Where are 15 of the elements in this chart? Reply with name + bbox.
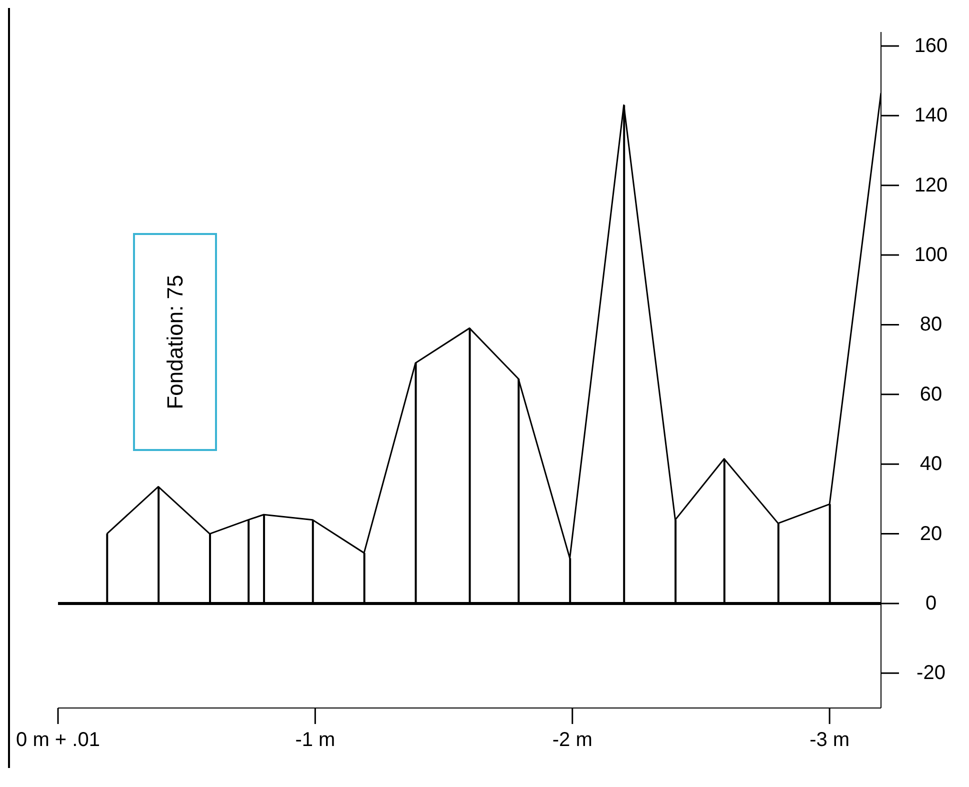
y-tick-label: 20	[920, 522, 942, 545]
y-tick-label: 100	[914, 244, 948, 266]
y-tick-label: 120	[914, 174, 948, 196]
y-tick-label: 160	[914, 34, 948, 57]
x-tick-label: -3 m	[810, 729, 850, 751]
y-tick-label: 80	[920, 314, 942, 336]
x-tick-label: -1 m	[295, 729, 336, 751]
y-tick-label: -20	[916, 662, 946, 684]
x-tick-label: 0 m + .01	[16, 729, 100, 751]
x-tick-label: -2 m	[552, 729, 592, 751]
y-tick-label: 60	[920, 383, 942, 406]
annotation: Fondation: 75	[162, 274, 188, 410]
y-tick-label: 0	[925, 592, 937, 614]
y-tick-label: 40	[920, 453, 942, 476]
y-tick-label: 140	[914, 104, 948, 127]
